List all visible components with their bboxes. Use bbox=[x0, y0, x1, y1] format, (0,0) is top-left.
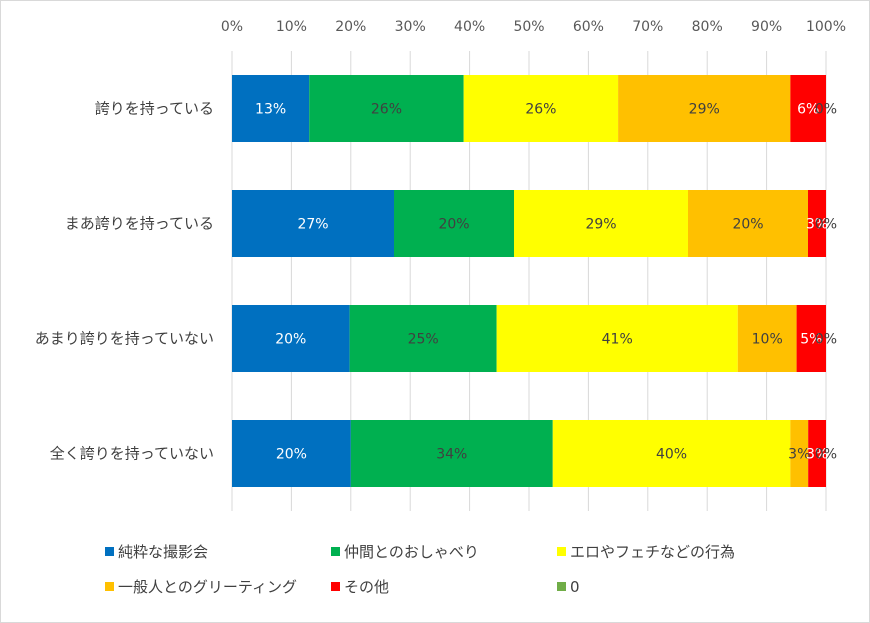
data-label: 34% bbox=[436, 447, 467, 463]
legend-item: 純粋な撮影会 bbox=[105, 541, 331, 562]
data-label: 41% bbox=[602, 332, 633, 348]
data-label: 0% bbox=[815, 332, 837, 348]
x-tick-label: 60% bbox=[573, 19, 604, 35]
bar-segment bbox=[514, 190, 688, 257]
bar-segment bbox=[737, 305, 797, 372]
data-label: 0% bbox=[815, 447, 837, 463]
legend-swatch bbox=[557, 547, 566, 556]
data-label: 27% bbox=[297, 217, 328, 233]
legend-item: その他 bbox=[331, 576, 557, 597]
x-tick-label: 80% bbox=[692, 19, 723, 35]
bar-segment bbox=[232, 190, 394, 257]
legend-swatch bbox=[105, 582, 114, 591]
data-label: 29% bbox=[585, 217, 616, 233]
bar-segment bbox=[309, 75, 464, 142]
category-label: あまり誇りを持っていない bbox=[35, 330, 214, 348]
legend-label: 純粋な撮影会 bbox=[118, 543, 209, 561]
bar-segment bbox=[618, 75, 791, 142]
bar-segment bbox=[796, 305, 826, 372]
data-label: 0% bbox=[815, 217, 837, 233]
legend-item: 一般人とのグリーティング bbox=[105, 576, 331, 597]
legend-swatch bbox=[557, 582, 566, 591]
data-label: 6% bbox=[797, 102, 819, 118]
legend-swatch bbox=[105, 547, 114, 556]
category-label: 全く誇りを持っていない bbox=[50, 445, 214, 463]
bar-segment bbox=[808, 190, 826, 257]
data-label: 10% bbox=[752, 332, 783, 348]
bar-segment bbox=[496, 305, 738, 372]
bar-segment bbox=[808, 420, 826, 487]
bar-segment bbox=[232, 305, 350, 372]
x-tick-label: 10% bbox=[276, 19, 307, 35]
data-label: 20% bbox=[276, 447, 307, 463]
legend-label: 一般人とのグリーティング bbox=[118, 578, 297, 596]
legend-item: 0 bbox=[557, 576, 783, 597]
data-label: 3% bbox=[806, 447, 828, 463]
bar-segment bbox=[232, 420, 351, 487]
data-label: 40% bbox=[656, 447, 687, 463]
bar-segment bbox=[790, 420, 809, 487]
category-label: 誇りを持っている bbox=[95, 100, 214, 118]
data-label: 3% bbox=[806, 217, 828, 233]
data-label: 20% bbox=[732, 217, 763, 233]
x-tick-label: 70% bbox=[632, 19, 663, 35]
y-axis-categories: 誇りを持っているまあ誇りを持っているあまり誇りを持っていない全く誇りを持っていな… bbox=[35, 100, 214, 463]
legend-label: エロやフェチなどの行為 bbox=[570, 543, 736, 561]
data-label: 26% bbox=[371, 102, 402, 118]
legend-label: その他 bbox=[344, 578, 390, 596]
legend-label: 仲間とのおしゃべり bbox=[344, 543, 479, 561]
legend: 純粋な撮影会 仲間とのおしゃべり エロやフェチなどの行為一般人とのグリーティング その… bbox=[105, 541, 845, 597]
x-tick-label: 100% bbox=[806, 19, 846, 35]
x-tick-label: 0% bbox=[221, 19, 243, 35]
legend-item: エロやフェチなどの行為 bbox=[557, 541, 783, 562]
x-tick-label: 30% bbox=[395, 19, 426, 35]
data-label: 13% bbox=[255, 102, 286, 118]
data-label: 26% bbox=[525, 102, 556, 118]
bar-segment bbox=[790, 75, 826, 142]
x-tick-label: 50% bbox=[513, 19, 544, 35]
x-axis-ticks: 0% 10% 20% 30% 40% 50% 60% 70% 80% 90% 100% bbox=[221, 19, 846, 35]
legend-label: 0 bbox=[570, 577, 580, 596]
data-label: 3% bbox=[788, 447, 810, 463]
legend-swatch bbox=[331, 582, 340, 591]
data-label: 20% bbox=[438, 217, 469, 233]
data-label: 29% bbox=[689, 102, 720, 118]
data-label: 20% bbox=[275, 332, 306, 348]
legend-swatch bbox=[331, 547, 340, 556]
x-tick-label: 90% bbox=[751, 19, 782, 35]
x-tick-label: 40% bbox=[454, 19, 485, 35]
bar-segment bbox=[688, 190, 808, 257]
bar-segment bbox=[463, 75, 619, 142]
data-label: 0% bbox=[815, 102, 837, 118]
bar-segment bbox=[394, 190, 514, 257]
x-tick-label: 20% bbox=[335, 19, 366, 35]
legend-item: 仲間とのおしゃべり bbox=[331, 541, 557, 562]
data-label: 25% bbox=[408, 332, 439, 348]
data-labels: 13% 26% 26% 29% 6%0%27% 20% 29% 20% 3%0%20% 25% 41… bbox=[255, 102, 837, 463]
bars bbox=[232, 75, 826, 487]
bar-segment bbox=[350, 420, 553, 487]
bar-segment bbox=[232, 75, 310, 142]
data-label: 5% bbox=[800, 332, 822, 348]
category-label: まあ誇りを持っている bbox=[65, 215, 214, 233]
bar-segment bbox=[349, 305, 497, 372]
bar-segment bbox=[552, 420, 791, 487]
